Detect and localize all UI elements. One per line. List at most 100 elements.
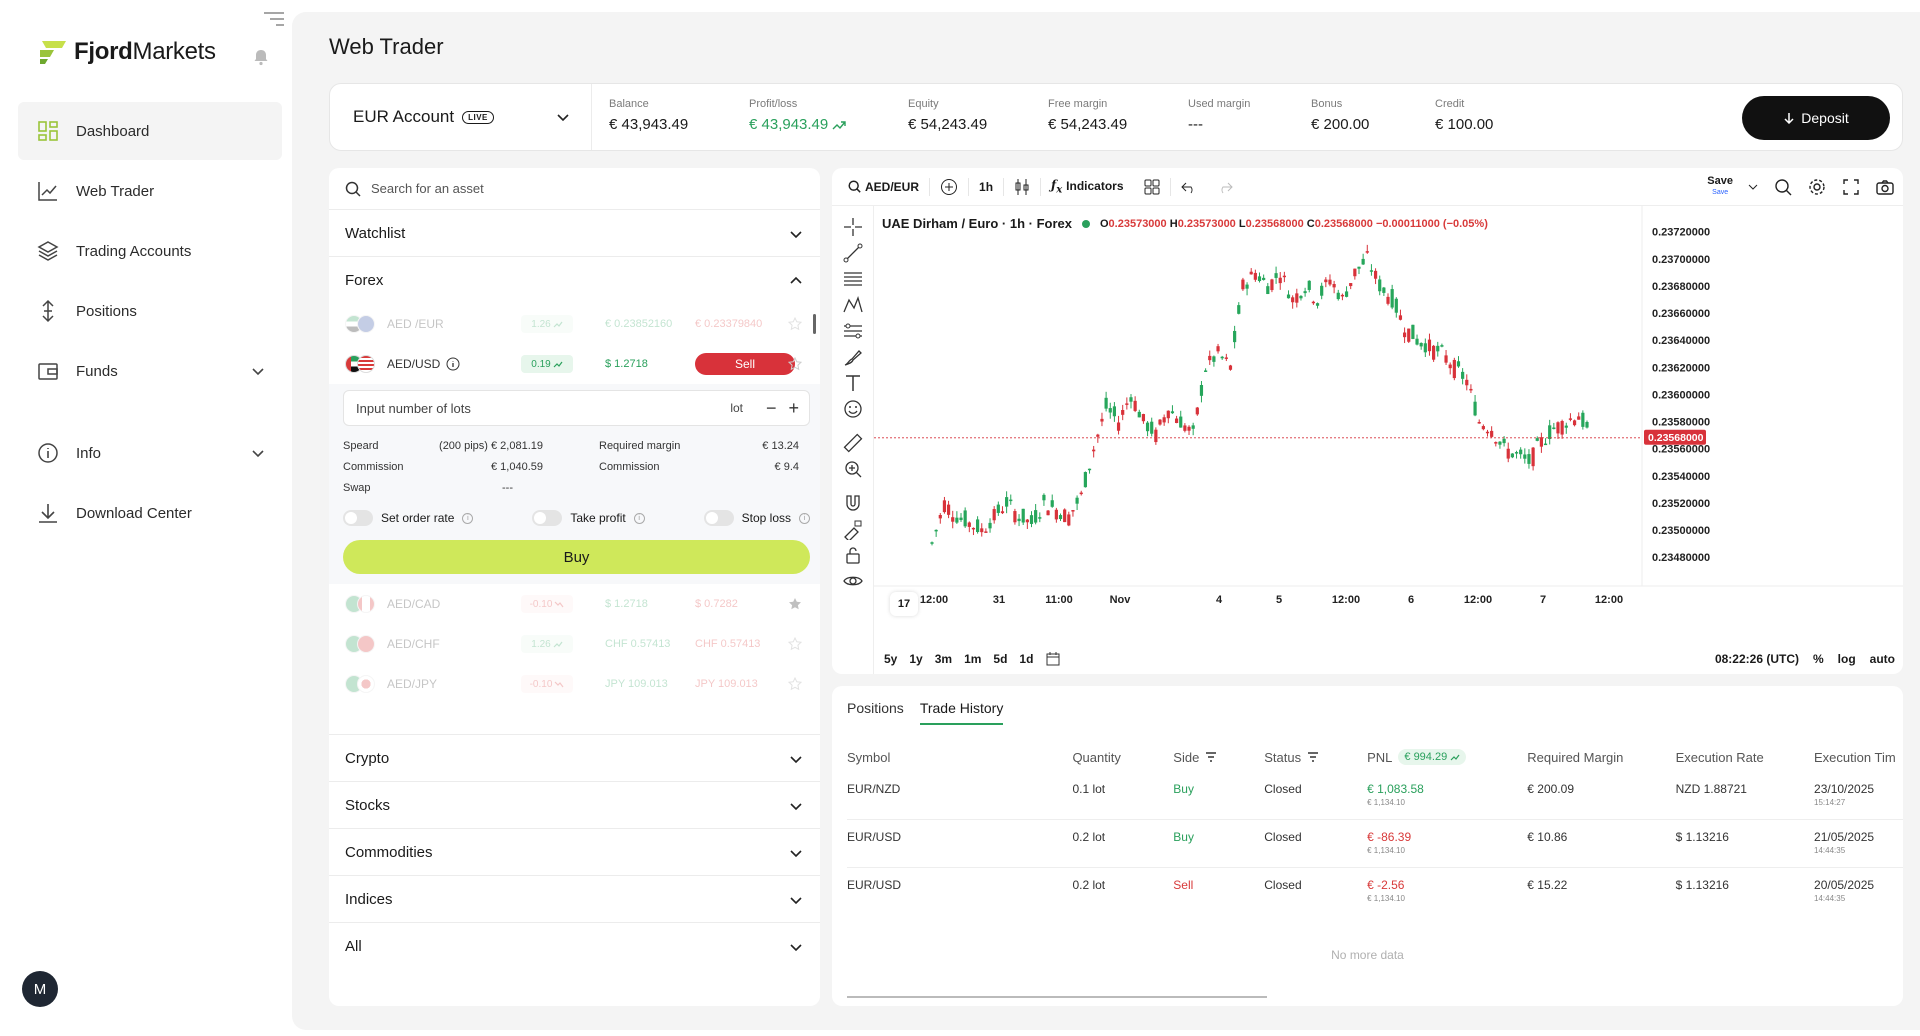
sidebar-item-dashboard[interactable]: Dashboard (18, 102, 282, 160)
asset-row-aed-eur[interactable]: AED /EUR 1.26 € 0.23852160 € 0.23379840 (329, 304, 820, 344)
chevron-down-icon[interactable] (1747, 177, 1759, 197)
category-all[interactable]: All (329, 923, 820, 970)
zoom-in-icon[interactable] (842, 458, 864, 480)
sidebar-item-positions[interactable]: Positions (18, 282, 282, 340)
set-order-rate-toggle[interactable]: Set order rate i (343, 510, 474, 526)
candle-type-icon[interactable] (1004, 178, 1040, 196)
status-column-header[interactable]: Status (1264, 750, 1367, 765)
bell-icon[interactable] (252, 48, 270, 66)
minus-icon[interactable]: − (765, 398, 777, 418)
undo-icon[interactable] (1171, 180, 1207, 194)
lot-stepper[interactable]: − + (765, 398, 799, 418)
log-scale-toggle[interactable]: log (1837, 652, 1856, 666)
currency-flags-icon (345, 355, 377, 373)
range-1d[interactable]: 1d (1019, 652, 1034, 666)
range-5y[interactable]: 5y (884, 652, 898, 666)
interval-select[interactable]: 1h (979, 179, 994, 194)
table-header: Symbol Quantity Side Status PNL € 994.29 … (847, 749, 1896, 765)
camera-icon[interactable] (1875, 177, 1895, 197)
account-selector[interactable]: EUR Account LIVE (330, 84, 592, 150)
candle-body (959, 517, 963, 521)
star-icon[interactable] (788, 357, 802, 371)
table-row[interactable]: EUR/USD 0.2 lot Buy Closed € -86.39 € 1,1… (847, 820, 1903, 868)
category-indices[interactable]: Indices (329, 876, 820, 923)
avatar[interactable]: M (22, 971, 58, 1007)
deposit-button[interactable]: Deposit (1742, 96, 1890, 140)
lock-drawings-icon[interactable] (842, 518, 864, 540)
scrollbar[interactable] (813, 314, 816, 334)
trade-history-table: Symbol Quantity Side Status PNL € 994.29 … (847, 742, 1903, 916)
layouts-icon[interactable] (1134, 179, 1170, 195)
range-1y[interactable]: 1y (909, 652, 923, 666)
brush-icon[interactable] (842, 346, 864, 368)
asset-row-aed-chf[interactable]: AED/CHF 1.26 CHF 0.57413 CHF 0.57413 (329, 624, 820, 664)
tab-trade-history[interactable]: Trade History (919, 700, 1004, 725)
lock-icon[interactable] (842, 544, 864, 566)
pattern-icon[interactable] (842, 294, 864, 316)
text-icon[interactable] (842, 372, 864, 394)
quick-search-icon[interactable] (1773, 177, 1793, 197)
sidebar-item-download-center[interactable]: Download Center (18, 484, 282, 542)
category-stocks[interactable]: Stocks (329, 782, 820, 829)
star-icon[interactable] (788, 677, 802, 691)
indicators-button[interactable]: ƒx Indicators (1051, 177, 1124, 196)
auto-scale-toggle[interactable]: auto (1869, 652, 1895, 666)
candle-body (1469, 388, 1473, 391)
logo[interactable]: FjordMarkets (38, 38, 216, 66)
horizontal-scrollbar[interactable] (847, 996, 1267, 998)
forex-list[interactable]: AED /EUR 1.26 € 0.23852160 € 0.23379840 … (329, 304, 820, 734)
sell-button[interactable]: Sell (695, 353, 795, 375)
side-column-header[interactable]: Side (1173, 750, 1264, 765)
category-watchlist[interactable]: Watchlist (329, 210, 820, 257)
star-filled-icon[interactable] (788, 597, 802, 611)
sidebar-item-web-trader[interactable]: Web Trader (18, 162, 282, 220)
table-row[interactable]: EUR/NZD 0.1 lot Buy Closed € 1,083.58 € 1… (847, 772, 1903, 820)
asset-search[interactable]: Search for an asset (329, 168, 820, 210)
star-icon[interactable] (788, 637, 802, 651)
gear-icon[interactable] (1807, 177, 1827, 197)
table-row[interactable]: EUR/USD 0.2 lot Sell Closed € -2.56 € 1,1… (847, 878, 1875, 903)
percent-scale-toggle[interactable]: % (1812, 652, 1824, 666)
category-forex[interactable]: Forex (329, 257, 820, 304)
info-icon[interactable] (446, 357, 460, 371)
sidebar-item-trading-accounts[interactable]: Trading Accounts (18, 222, 282, 280)
collapse-sidebar-icon[interactable] (262, 10, 286, 28)
candle-body (1577, 416, 1581, 420)
star-icon[interactable] (788, 317, 802, 331)
eye-icon[interactable] (842, 570, 864, 592)
emoji-icon[interactable] (842, 398, 864, 420)
ruler-icon[interactable] (842, 432, 864, 454)
magnet-icon[interactable] (842, 492, 864, 514)
category-commodities[interactable]: Commodities (329, 829, 820, 876)
calendar-icon[interactable] (1045, 651, 1061, 667)
candlestick-chart[interactable]: 0.23480000 0.23500000 0.23520000 0.23540000… (874, 206, 1903, 644)
tradingview-logo[interactable]: 17 (890, 592, 918, 616)
lots-input[interactable]: Input number of lots lot − + (343, 390, 810, 426)
asset-row-aed-usd[interactable]: AED/USD 0.19 $ 1.2718 Sell (329, 344, 820, 384)
crosshair-icon[interactable] (842, 216, 864, 238)
save-button[interactable]: Save Save (1707, 175, 1733, 197)
fib-icon[interactable] (842, 268, 864, 290)
sidebar-item-info[interactable]: Info (18, 424, 282, 482)
range-3m[interactable]: 3m (934, 652, 953, 666)
buy-button[interactable]: Buy (343, 540, 810, 574)
asset-row-aed-cad[interactable]: AED/CAD -0.10 $ 1.2718 $ 0.7282 (329, 584, 820, 624)
take-profit-toggle[interactable]: Take profit i (532, 510, 645, 526)
plus-icon[interactable]: + (788, 398, 799, 418)
trendline-icon[interactable] (842, 242, 864, 264)
fullscreen-icon[interactable] (1841, 177, 1861, 197)
category-crypto[interactable]: Crypto (329, 735, 820, 782)
stop-loss-toggle[interactable]: Stop loss i (703, 510, 810, 526)
prediction-icon[interactable] (842, 320, 864, 342)
symbol-search[interactable]: AED/EUR (838, 180, 929, 194)
compare-add-icon[interactable] (930, 178, 968, 196)
range-1m[interactable]: 1m (964, 652, 982, 666)
range-5d[interactable]: 5d (993, 652, 1008, 666)
search-input[interactable]: Search for an asset (371, 181, 484, 196)
redo-icon[interactable] (1207, 180, 1243, 194)
tab-positions[interactable]: Positions (847, 700, 904, 716)
sidebar-item-funds[interactable]: Funds (18, 342, 282, 400)
utc-clock[interactable]: 08:22:26 (UTC) (1714, 652, 1799, 666)
chart-area[interactable]: 0.23480000 0.23500000 0.23520000 0.23540000… (874, 206, 1903, 674)
asset-row-aed-jpy[interactable]: AED/JPY -0.10 JPY 109.013 JPY 109.013 (329, 664, 820, 704)
